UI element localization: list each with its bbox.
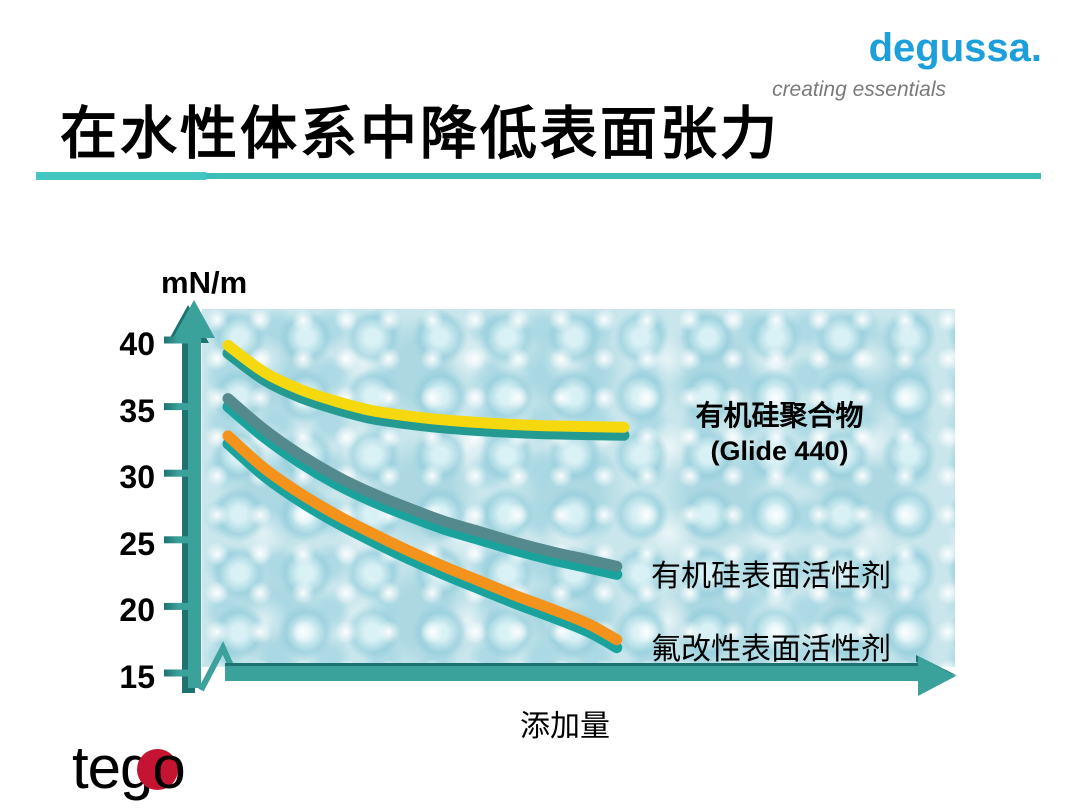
y-axis-unit-label: mN/m — [161, 265, 248, 300]
y-axis-tick — [164, 669, 190, 677]
annotation-silicone-polymer-line1: 有机硅聚合物 — [695, 401, 864, 432]
y-axis-ticks — [164, 336, 190, 677]
y-axis-tick — [164, 469, 190, 477]
tego-logo: teg o — [72, 733, 186, 802]
y-tick-label: 35 — [119, 392, 155, 429]
chart-curves — [222, 339, 630, 654]
brand-tagline: creating essentials — [772, 78, 946, 101]
y-tick-label: 20 — [119, 592, 155, 629]
y-tick-label: 30 — [119, 459, 155, 496]
curve-1 — [222, 393, 623, 572]
annotation-silicone-surfactant: 有机硅表面活性剂 — [651, 560, 891, 593]
x-axis-dark-edge — [225, 663, 918, 667]
title-rule-left — [36, 172, 206, 180]
annotation-silicone-polymer-line2: (Glide 440) — [710, 436, 849, 466]
x-axis-line — [225, 666, 918, 681]
y-axis-tick — [164, 602, 190, 610]
tego-logo-o-wrap: o — [137, 733, 186, 802]
curve-shadow-2 — [222, 438, 623, 654]
annotation-fluoro-surfactant: 氟改性表面活性剂 — [651, 633, 891, 666]
curve-shadow-0 — [222, 347, 630, 441]
x-axis-arrowhead — [918, 656, 956, 696]
y-tick-label: 40 — [119, 326, 155, 362]
y-axis-arrow — [173, 300, 215, 688]
page-title: 在水性体系中降低表面张力 — [60, 103, 780, 166]
curve-0 — [222, 339, 630, 433]
x-axis-arrowhead-shadow — [916, 655, 958, 676]
title-rule-right — [206, 173, 1041, 179]
curve-2 — [222, 430, 623, 646]
curve-shadow-1 — [222, 401, 623, 580]
y-axis-tick — [164, 336, 190, 344]
y-tick-label: 25 — [119, 525, 155, 562]
plot-area-background — [202, 309, 955, 667]
annotation-silicone-polymer: 有机硅聚合物 (Glide 440) — [637, 399, 922, 469]
tego-logo-o: o — [152, 734, 185, 801]
degussa-logo: degussa. — [868, 26, 1042, 70]
tego-red-dot-icon — [137, 749, 179, 790]
y-axis-tick — [164, 536, 190, 544]
x-axis-label: 添加量 — [520, 710, 610, 743]
y-axis-tick — [164, 403, 190, 411]
y-tick-label: 15 — [119, 659, 155, 695]
